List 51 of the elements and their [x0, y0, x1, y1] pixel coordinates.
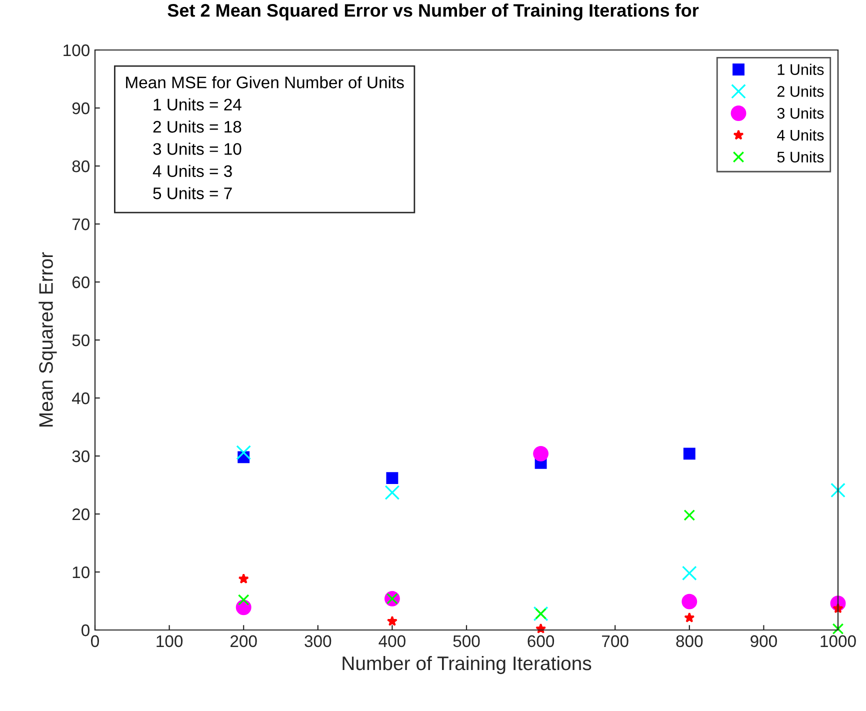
- point: [536, 623, 546, 634]
- y-tick-label: 50: [72, 334, 90, 346]
- x-tick-label: 1000: [820, 635, 856, 648]
- point: [236, 445, 252, 460]
- point: [684, 612, 695, 622]
- y-tick-label: 20: [72, 508, 90, 520]
- x-tick-label: 900: [750, 635, 777, 648]
- x-tick-label: 800: [676, 635, 703, 648]
- legend-label: 1 Units: [778, 64, 824, 75]
- annotation: 4 Units = 3: [152, 164, 232, 178]
- x-tick-label: 500: [453, 635, 480, 648]
- legend-label: 3 Units: [777, 108, 824, 119]
- legend-label: 5 Units: [777, 151, 824, 162]
- point: [386, 472, 398, 484]
- point: [832, 623, 844, 635]
- x-tick-label: 200: [230, 635, 257, 648]
- y-tick-label: 100: [64, 44, 90, 56]
- x-tick-label: 100: [156, 635, 183, 648]
- y-tick-label: 90: [72, 102, 90, 114]
- x-axis-title: Number of Training Iterations: [342, 656, 592, 674]
- annotation: Mean MSE for Given Number of Units: [126, 76, 404, 88]
- point: [684, 509, 696, 521]
- x-tick-label: 600: [528, 635, 554, 648]
- y-tick-label: 30: [72, 450, 90, 462]
- x-tick-label: 300: [304, 635, 332, 648]
- point: [830, 482, 846, 498]
- x-tick-label: 0: [91, 635, 99, 648]
- annotation: 2 Units = 18: [153, 120, 242, 133]
- annotation: 5 Units = 7: [153, 186, 232, 200]
- x-tick-label: 400: [378, 635, 406, 648]
- annotation: 1 Units = 24: [154, 98, 242, 111]
- point: [384, 485, 400, 500]
- annotation: 3 Units = 10: [153, 142, 242, 155]
- point: [238, 594, 250, 606]
- legend-label: 4 Units: [777, 129, 824, 141]
- chart-title: Set 2 Mean Squared Error vs Number of Training Iterations for: [168, 4, 699, 20]
- y-tick-label: 0: [82, 624, 90, 636]
- point: [386, 616, 398, 626]
- point: [238, 573, 249, 584]
- point: [683, 448, 696, 460]
- point: [533, 446, 549, 462]
- y-tick-label: 80: [72, 160, 90, 172]
- legend-label: 2 Units: [777, 86, 824, 97]
- y-tick-label: 70: [72, 218, 90, 230]
- y-tick-label: 60: [72, 276, 90, 288]
- y-tick-label: 40: [72, 392, 90, 404]
- x-tick-label: 700: [602, 635, 628, 648]
- point: [682, 594, 698, 610]
- y-axis-title: Mean Squared Error: [38, 252, 57, 426]
- y-tick-label: 10: [72, 566, 90, 578]
- point: [682, 566, 697, 581]
